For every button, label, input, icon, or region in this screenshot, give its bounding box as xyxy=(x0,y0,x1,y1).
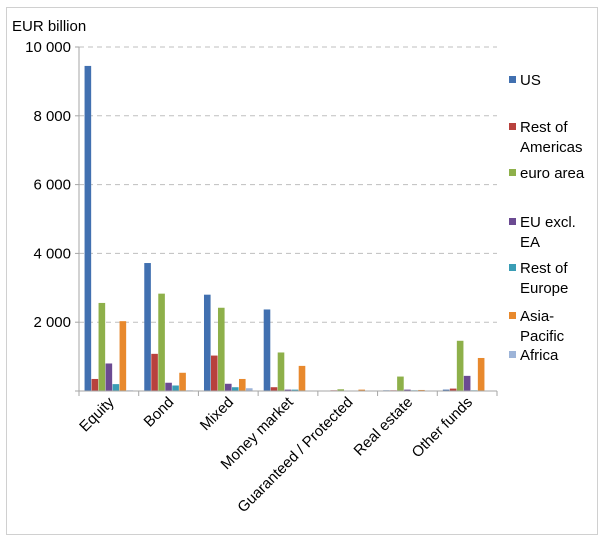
bar xyxy=(291,389,299,391)
bar xyxy=(144,263,151,391)
y-tick-labels: 2 000 4 000 6 000 8 000 10 000 xyxy=(25,39,71,331)
gridlines xyxy=(79,46,497,323)
bar xyxy=(418,389,425,391)
bar xyxy=(112,384,120,391)
legend-swatch xyxy=(509,76,516,83)
bar xyxy=(442,389,450,391)
bar xyxy=(449,388,457,391)
bar xyxy=(277,352,285,391)
legend-label: EU excl. xyxy=(520,214,576,231)
chart-frame xyxy=(6,7,598,535)
bar xyxy=(165,382,172,391)
legend-swatch xyxy=(509,264,516,271)
bar xyxy=(298,365,306,391)
bar xyxy=(151,353,158,391)
bar xyxy=(203,294,211,391)
bars-group xyxy=(84,65,492,392)
bar xyxy=(98,302,106,391)
legend-label: Americas xyxy=(520,139,583,156)
bar xyxy=(263,309,271,391)
legend: US Rest of Americas euro area EU excl. EA Rest… xyxy=(509,72,585,364)
bar xyxy=(84,65,92,392)
bar xyxy=(477,357,485,391)
category-label: Guaranteed / Protected xyxy=(234,394,356,516)
bar xyxy=(210,355,218,391)
legend-swatch xyxy=(509,218,516,225)
legend-label: Asia- xyxy=(520,308,554,325)
bar xyxy=(91,378,99,391)
bar xyxy=(404,389,411,391)
legend-label: Rest of xyxy=(520,260,568,277)
category-label: Bond xyxy=(141,394,178,431)
legend-label: Pacific xyxy=(520,328,565,345)
category-label: Other funds xyxy=(409,394,476,461)
bar xyxy=(217,307,225,391)
y-axis-unit-label: EUR billion xyxy=(12,18,86,35)
y-tick-label: 8 000 xyxy=(33,108,71,125)
y-tick-label: 10 000 xyxy=(25,39,71,56)
bar xyxy=(172,385,179,391)
legend-label: euro area xyxy=(520,165,585,182)
bar xyxy=(238,378,246,391)
bar xyxy=(119,321,127,391)
bar xyxy=(224,383,232,391)
bar xyxy=(337,389,345,391)
legend-label: Africa xyxy=(520,347,559,364)
y-tick-label: 2 000 xyxy=(33,314,71,331)
category-label: Equity xyxy=(76,393,118,435)
legend-label: Rest of xyxy=(520,119,568,136)
y-tick-label: 4 000 xyxy=(33,245,71,262)
axes xyxy=(75,46,498,396)
legend-label: EA xyxy=(520,234,540,251)
bar xyxy=(245,388,253,391)
legend-label: US xyxy=(520,72,541,89)
legend-swatch xyxy=(509,123,516,130)
bar xyxy=(270,387,278,391)
legend-label: Europe xyxy=(520,280,568,297)
category-label: Real estate xyxy=(351,394,417,460)
category-label: Mixed xyxy=(197,394,237,434)
legend-swatch xyxy=(509,312,516,319)
bar xyxy=(105,363,113,391)
bar xyxy=(158,293,165,391)
bar xyxy=(463,375,471,391)
bar xyxy=(231,387,239,391)
bar xyxy=(358,389,366,391)
legend-swatch xyxy=(509,351,516,358)
y-tick-label: 6 000 xyxy=(33,177,71,194)
bar xyxy=(456,340,464,391)
bar xyxy=(397,376,404,391)
bar xyxy=(179,372,186,391)
bar xyxy=(284,389,292,391)
legend-swatch xyxy=(509,169,516,176)
